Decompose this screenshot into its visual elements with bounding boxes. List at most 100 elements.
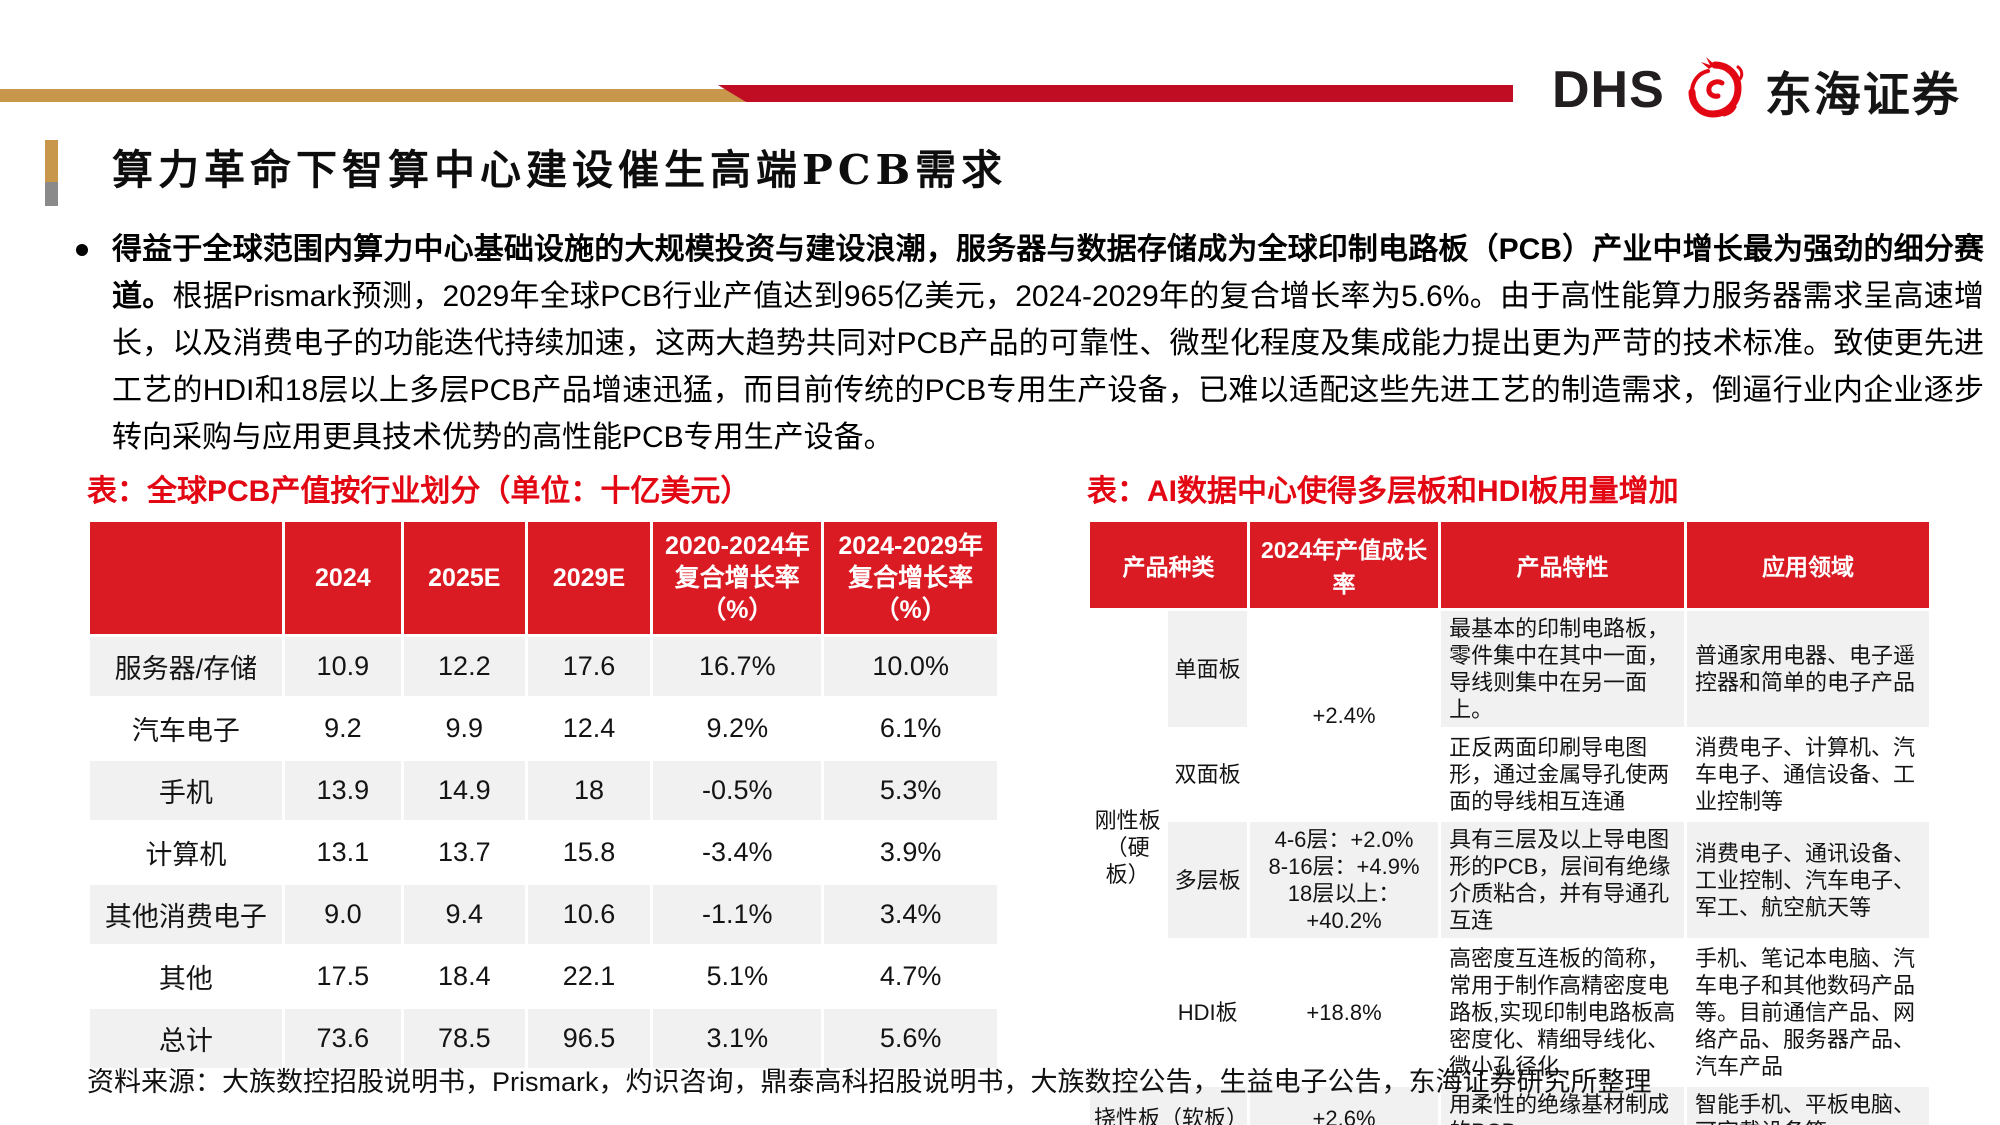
row-label: 总计 xyxy=(87,1006,285,1071)
brand-logo: DHS 东海证券 xyxy=(1552,48,1961,132)
table-cell: 15.8 xyxy=(524,820,654,885)
table-cell: 13.7 xyxy=(400,820,528,885)
table-cell: 18.4 xyxy=(400,944,528,1009)
key-point: 得益于全球范围内算力中心基础设施的大规模投资与建设浪潮，服务器与数据存储成为全球… xyxy=(76,226,1984,461)
table-cell: 12.2 xyxy=(400,634,528,699)
header-row: 产品种类 2024年产值成长率 产品特性 应用领域 xyxy=(1087,519,1933,611)
dragon-logo-icon xyxy=(1688,57,1744,118)
row-label: 其他消费电子 xyxy=(87,882,285,947)
pcb-output-table-section: 表：全球PCB产值按行业划分（单位：十亿美元） 2024 2025E 2029E… xyxy=(87,466,1000,1071)
table-cell-apps: 消费电子、通讯设备、工业控制、汽车电子、军工、航空航天等 xyxy=(1683,819,1933,941)
table-row: 多层板 4-6层：+2.0% 8-16层：+4.9% 18层以上：+40.2% … xyxy=(1089,819,1933,941)
col-header-growth-2024: 2024年产值成长率 xyxy=(1246,519,1442,611)
table-cell: 5.3% xyxy=(821,758,1000,823)
group-label-rigid: 刚性板 （硬板） xyxy=(1086,608,1169,1087)
key-point-text: 得益于全球范围内算力中心基础设施的大规模投资与建设浪潮，服务器与数据存储成为全球… xyxy=(112,226,1984,461)
table-cell: -3.4% xyxy=(650,820,825,885)
brand-abbr: DHS xyxy=(1552,61,1665,119)
table-cell-apps: 手机、笔记本电脑、汽车电子和其他数码产品等。目前通信产品、网络产品、服务器产品、… xyxy=(1683,938,1933,1087)
table-cell: 9.0 xyxy=(281,882,404,947)
table-cell: -0.5% xyxy=(650,758,825,823)
row-label: 汽车电子 xyxy=(87,696,285,761)
table-cell: 5.1% xyxy=(650,944,825,1009)
row-label: 多层板 xyxy=(1165,819,1250,941)
table-cell: 3.9% xyxy=(821,820,1000,885)
title-accent-gray xyxy=(45,182,58,206)
table-cell: 96.5 xyxy=(524,1006,654,1071)
table-cell-apps: 普通家用电器、电子遥控器和简单的电子产品 xyxy=(1683,608,1933,730)
table-cell: 17.5 xyxy=(281,944,404,1009)
table-row: 其他消费电子 9.0 9.4 10.6 -1.1% 3.4% xyxy=(87,882,1000,947)
top-red-stripe xyxy=(718,85,1513,102)
row-label: 双面板 xyxy=(1165,727,1250,822)
table-cell: 12.4 xyxy=(524,696,654,761)
col-header-cagr-2024-2029: 2024-2029年 复合增长率 （%） xyxy=(821,519,1000,637)
table-cell: 3.1% xyxy=(650,1006,825,1071)
table-row: 其他 17.5 18.4 22.1 5.1% 4.7% xyxy=(87,944,1000,1009)
row-label: 其他 xyxy=(87,944,285,1009)
table-cell: 3.4% xyxy=(821,882,1000,947)
row-label: 挠性板（软板） xyxy=(1087,1084,1250,1125)
table-cell-apps: 消费电子、计算机、汽车电子、通信设备、工业控制等 xyxy=(1683,727,1933,822)
table-cell: 16.7% xyxy=(650,634,825,699)
table-cell-feature: 最基本的印制电路板，零件集中在其中一面，导线则集中在另一面上。 xyxy=(1438,608,1687,730)
bullet-dot-icon xyxy=(76,244,88,256)
table-cell: 14.9 xyxy=(400,758,528,823)
table-cell: 17.6 xyxy=(524,634,654,699)
table-cell-growth: 4-6层：+2.0% 8-16层：+4.9% 18层以上：+40.2% xyxy=(1246,819,1442,941)
table-cell: 9.9 xyxy=(400,696,528,761)
table-cell-feature: 正反两面印刷导电图形，通过金属导孔使两面的导线相互连通 xyxy=(1438,727,1687,822)
row-label: HDI板 xyxy=(1165,938,1250,1087)
ai-pcb-table-section: 表：AI数据中心使得多层板和HDI板用量增加 产品种类 2024年产值成长率 产… xyxy=(1086,466,1933,1125)
table-cell: 4.7% xyxy=(821,944,1000,1009)
table-cell: 22.1 xyxy=(524,944,654,1009)
ai-pcb-table: 产品种类 2024年产值成长率 产品特性 应用领域 刚性板 （硬板） 单面板 +… xyxy=(1086,519,1933,1125)
table-cell: 10.0% xyxy=(821,634,1000,699)
table-cell-feature: 用柔性的绝缘基材制成的PCB xyxy=(1438,1084,1687,1125)
table-cell: -1.1% xyxy=(650,882,825,947)
pcb-output-table: 2024 2025E 2029E 2020-2024年 复合增长率 （%） 20… xyxy=(87,519,1000,1071)
brand-name: 东海证券 xyxy=(1764,67,1961,123)
table-row: 服务器/存储 10.9 12.2 17.6 16.7% 10.0% xyxy=(87,634,1000,699)
table-cell: 13.1 xyxy=(281,820,404,885)
col-header-product-type: 产品种类 xyxy=(1087,519,1250,611)
table-cell-growth: +18.8% xyxy=(1246,938,1442,1087)
table-row: 挠性板（软板） +2.6% 用柔性的绝缘基材制成的PCB 智能手机、平板电脑、可… xyxy=(1087,1084,1933,1125)
table-cell: 78.5 xyxy=(400,1006,528,1071)
row-label: 服务器/存储 xyxy=(87,634,285,699)
row-label: 单面板 xyxy=(1165,608,1250,730)
col-header-apps: 应用领域 xyxy=(1683,519,1933,611)
col-header-cagr-2020-2024: 2020-2024年 复合增长率 （%） xyxy=(650,519,825,637)
table-cell-apps: 智能手机、平板电脑、可穿戴设备等 xyxy=(1683,1084,1933,1125)
table-cell: 10.9 xyxy=(281,634,404,699)
ai-pcb-table-title: 表：AI数据中心使得多层板和HDI板用量增加 xyxy=(1087,475,1679,508)
page-title: 算力革命下智算中心建设催生高端PCB需求 xyxy=(112,146,1008,194)
table-row: 手机 13.9 14.9 18 -0.5% 5.3% xyxy=(87,758,1000,823)
table-row: 汽车电子 9.2 9.9 12.4 9.2% 6.1% xyxy=(87,696,1000,761)
table-cell: 73.6 xyxy=(281,1006,404,1071)
table-cell-growth: +2.4% xyxy=(1246,608,1442,822)
table-cell: 5.6% xyxy=(821,1006,1000,1071)
title-accent-gold xyxy=(45,140,58,182)
table-row: HDI板 +18.8% 高密度互连板的简称，常用于制作高精密度电路板,实现印制电… xyxy=(1089,938,1933,1087)
table-row: 计算机 13.1 13.7 15.8 -3.4% 3.9% xyxy=(87,820,1000,885)
title-accent-bar xyxy=(45,140,58,206)
table-row: 双面板 正反两面印刷导电图形，通过金属导孔使两面的导线相互连通 消费电子、计算机… xyxy=(1089,727,1933,822)
table-cell: 6.1% xyxy=(821,696,1000,761)
table-row: 刚性板 （硬板） 单面板 +2.4% 最基本的印制电路板，零件集中在其中一面，导… xyxy=(1086,608,1933,1087)
table-cell: 10.6 xyxy=(524,882,654,947)
table-cell-growth: +2.6% xyxy=(1246,1084,1442,1125)
pcb-output-table-title: 表：全球PCB产值按行业划分（单位：十亿美元） xyxy=(87,475,751,508)
table-cell-feature: 具有三层及以上导电图形的PCB，层间有绝缘介质粘合，并有导通孔互连 xyxy=(1438,819,1687,941)
key-point-bold: 得益于全球范围内算力中心基础设施的大规模投资与建设浪潮，服务器与数据存储成为全球… xyxy=(112,233,1984,313)
table-row-total: 总计 73.6 78.5 96.5 3.1% 5.6% xyxy=(87,1006,1000,1071)
col-header-2025e: 2025E xyxy=(400,519,528,637)
table-cell: 9.2 xyxy=(281,696,404,761)
table-cell: 9.2% xyxy=(650,696,825,761)
table-cell: 18 xyxy=(524,758,654,823)
table-cell-feature: 高密度互连板的简称，常用于制作高精密度电路板,实现印制电路板高密度化、精细导线化… xyxy=(1438,938,1687,1087)
row-label: 手机 xyxy=(87,758,285,823)
key-point-rest: 根据Prismark预测，2029年全球PCB行业产值达到965亿美元，2024… xyxy=(112,280,1985,454)
table-cell: 9.4 xyxy=(400,882,528,947)
